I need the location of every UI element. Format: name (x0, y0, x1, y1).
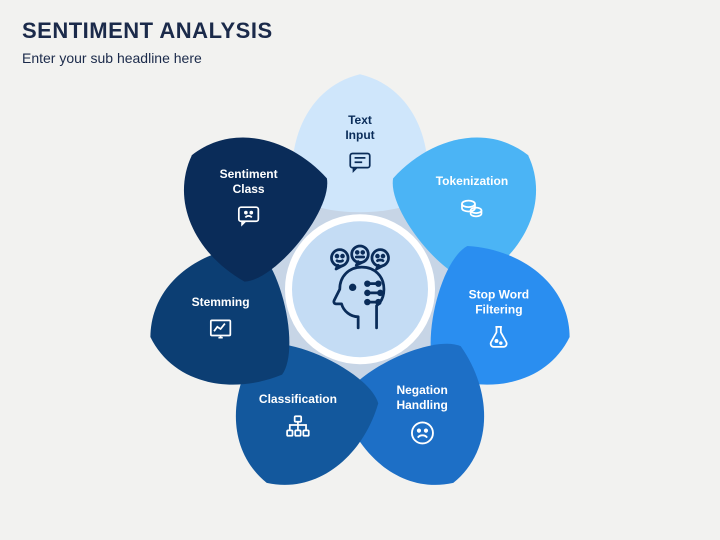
frown-icon (408, 420, 436, 453)
diagram-center (285, 214, 435, 364)
chat-text-icon (347, 149, 373, 180)
page-title: SENTIMENT ANALYSIS (22, 18, 273, 44)
coins-icon (459, 195, 485, 226)
petal-label-1: Tokenization (436, 174, 508, 189)
petal-label-5: Stemming (192, 295, 250, 310)
flask-icon (486, 324, 512, 355)
petal-label-6: Sentiment Class (219, 167, 277, 197)
petal-label-4: Classification (259, 392, 337, 407)
sentiment-diagram: Text Input Tokenization Stop Word Filter… (120, 49, 600, 529)
tree-icon (285, 413, 311, 444)
petal-label-0: Text Input (345, 113, 374, 143)
petal-label-3: Negation Handling (396, 384, 447, 414)
petal-label-2: Stop Word Filtering (469, 288, 529, 318)
chat-frown-icon (235, 203, 261, 234)
head-faces-icon (314, 243, 406, 335)
chart-icon (208, 316, 234, 347)
